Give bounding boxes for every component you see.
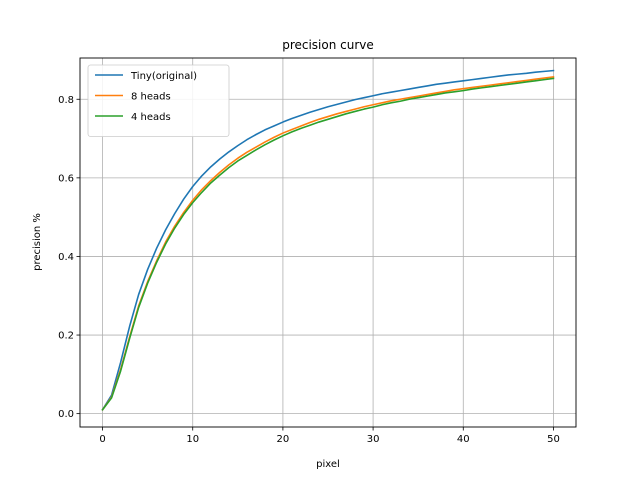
legend-label-3: 4 heads [131, 112, 171, 123]
x-tick-label: 0 [99, 434, 105, 445]
plot-frame [79, 57, 577, 428]
legend-label-1: Tiny(original) [130, 71, 197, 82]
y-tick-label: 0.2 [58, 331, 74, 342]
y-tick-label: 0.0 [58, 409, 74, 420]
x-tick-label: 40 [457, 434, 470, 445]
x-axis-title: pixel [316, 459, 340, 470]
y-axis-title: precision % [32, 213, 43, 271]
x-tick-label: 10 [186, 434, 199, 445]
grid-layer [80, 58, 576, 427]
series-line-1 [101, 69, 555, 411]
series-line-2 [101, 75, 555, 411]
legend-box [87, 64, 230, 137]
series-layer [101, 69, 555, 411]
legend-label-2: 8 heads [131, 92, 171, 103]
y-tick-label: 0.6 [58, 173, 74, 184]
x-tick-label: 30 [367, 434, 380, 445]
series-line-3 [101, 77, 555, 411]
y-tick-label: 0.4 [58, 252, 74, 263]
x-tick-label: 50 [547, 434, 560, 445]
chart-title: precision curve [282, 38, 374, 52]
tick-layer: 0 10 20 30 40 50 0.0 0.2 0.4 0.6 0.8 [58, 95, 560, 445]
legend: Tiny(original) 8 heads 4 heads [87, 64, 230, 137]
y-tick-label: 0.8 [58, 95, 74, 106]
x-tick-label: 20 [277, 434, 290, 445]
